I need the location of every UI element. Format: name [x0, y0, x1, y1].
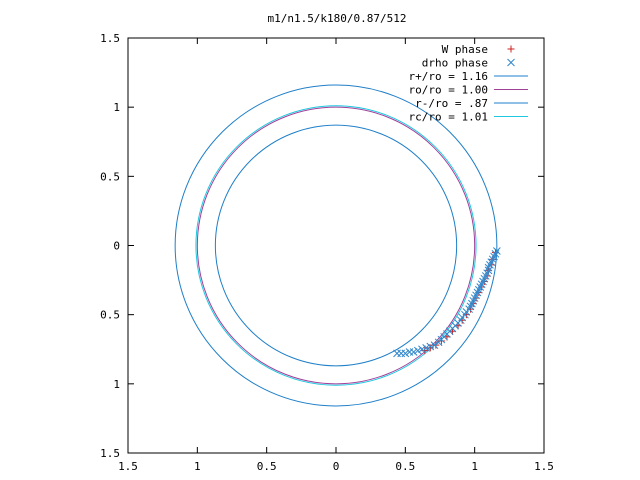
legend-entry-2: r+/ro = 1.16	[409, 70, 528, 83]
series-0-point-18	[426, 344, 434, 352]
legend-entry-3: ro/ro = 1.00	[409, 84, 528, 97]
legend-entry-0: W phase	[442, 43, 515, 56]
x-tick-label-6: 1.5	[534, 460, 554, 473]
series-layer	[393, 247, 501, 358]
circle-0	[174, 84, 498, 407]
y-tick-label-2: 0.5	[100, 309, 120, 322]
reference-circles	[174, 84, 498, 407]
series-1	[393, 247, 501, 358]
series-1-point-35	[426, 342, 435, 351]
y-tick-label-3: 0	[113, 240, 120, 253]
legend-label-0: W phase	[442, 43, 488, 56]
x-tick-label-3: 0	[333, 460, 340, 473]
series-1-point-37	[418, 345, 426, 354]
series-1-point-42	[397, 349, 406, 358]
series-1-point-40	[405, 348, 414, 356]
legend-entry-5: rc/ro = 1.01	[409, 111, 528, 124]
x-tick-label-4: 0.5	[395, 460, 415, 473]
series-1-point-38	[413, 346, 422, 355]
series-1-point-34	[430, 341, 439, 349]
x-tick-label-2: 0.5	[257, 460, 277, 473]
legend-label-4: r-/ro = .87	[415, 97, 488, 110]
y-tick-label-0: 1.5	[100, 447, 120, 460]
circle-2	[214, 124, 458, 367]
legend-entry-4: r-/ro = .87	[415, 97, 528, 110]
y-tick-label-1: 1	[113, 378, 120, 391]
series-0-point-19	[421, 347, 429, 355]
circle-3	[195, 105, 477, 386]
y-tick-label-4: 0.5	[100, 170, 120, 183]
legend-label-2: r+/ro = 1.16	[409, 70, 488, 83]
axis-ticks: 1.5 1 0.5 0 0.5 1 1.51.510.500.511.5	[100, 32, 554, 473]
legend-label-3: ro/ro = 1.00	[409, 84, 488, 97]
series-1-point-43	[393, 349, 401, 358]
legend-label-5: rc/ro = 1.01	[409, 111, 488, 124]
series-1-point-33	[434, 338, 443, 347]
x-tick-label-0: 1.5	[118, 460, 138, 473]
legend-entry-1: drho phase	[422, 57, 515, 70]
y-tick-label-5: 1	[113, 101, 120, 114]
x-tick-label-1: 1	[194, 460, 201, 473]
series-1-point-36	[422, 344, 430, 352]
y-tick-label-6: 1.5	[100, 32, 120, 45]
legend-symbol-1	[507, 58, 515, 67]
series-0	[421, 248, 499, 355]
chart-title: m1/n1.5/k180/0.87/512	[267, 12, 406, 25]
x-tick-label-5: 1	[471, 460, 478, 473]
legend-symbol-0	[507, 45, 515, 53]
circle-1	[196, 106, 476, 385]
series-0-point-16	[437, 337, 445, 345]
legend-label-1: drho phase	[422, 57, 488, 70]
